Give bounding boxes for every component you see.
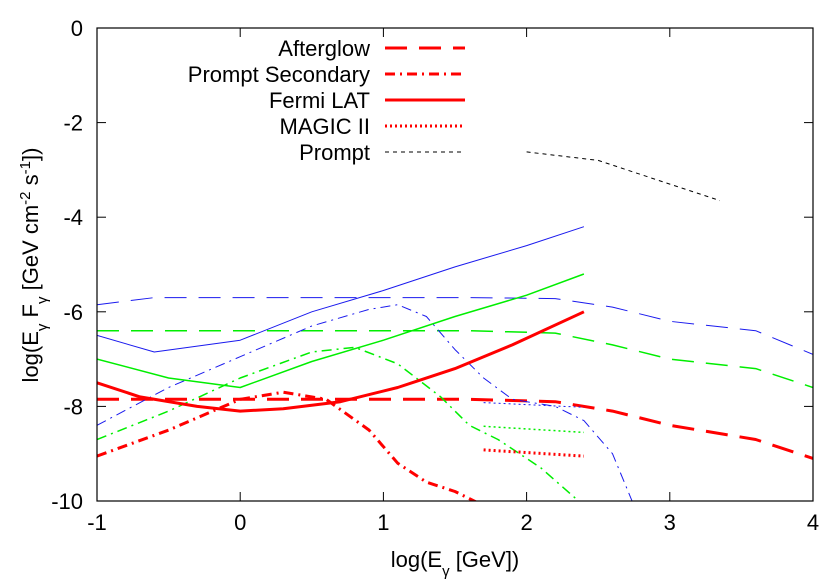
series-afterglow-red <box>97 397 813 460</box>
series-afterglow-green <box>97 329 813 389</box>
x-axis-label: log(Eγ [GeV]) <box>391 547 520 580</box>
x-tick-label: 0 <box>234 510 246 535</box>
series-prompt-black <box>526 151 721 202</box>
legend-label: Prompt <box>299 140 370 165</box>
series-prompt-secondary-green <box>97 346 580 501</box>
y-axis-label: log(Eγ Fγ [GeV cm-2 s-1]) <box>17 148 51 383</box>
plot-frame <box>96 27 814 502</box>
series-fermi-lat-red <box>97 310 585 413</box>
y-tick-label: -8 <box>63 394 83 419</box>
y-tick-label: -10 <box>51 489 83 514</box>
x-tick-label: 3 <box>664 510 676 535</box>
legend-label: Afterglow <box>278 36 370 61</box>
tick-layer: -1 0 1 2 3 40-2-4-6-8-10 <box>51 16 819 535</box>
series-magic-ii-green <box>483 425 584 434</box>
y-tick-label: -4 <box>63 205 83 230</box>
series-magic-ii-blue <box>483 402 584 408</box>
legend-label: MAGIC II <box>280 114 370 139</box>
y-tick-label: -2 <box>63 111 83 136</box>
series-fermi-lat-blue <box>97 226 585 353</box>
x-tick-label: 2 <box>520 510 532 535</box>
series-prompt-secondary-blue <box>97 304 633 501</box>
series-prompt-secondary-red <box>97 390 478 501</box>
y-tick-label: 0 <box>71 16 83 41</box>
x-tick-label: -1 <box>87 510 107 535</box>
legend-label: Prompt Secondary <box>188 62 370 87</box>
series-magic-ii-red <box>483 448 584 458</box>
series-fermi-lat-green <box>97 273 585 389</box>
x-tick-label: 4 <box>807 510 819 535</box>
series-afterglow-blue <box>97 297 813 355</box>
y-tick-label: -6 <box>63 300 83 325</box>
x-tick-label: 1 <box>377 510 389 535</box>
legend-label: Fermi LAT <box>269 88 370 113</box>
series-layer <box>97 151 813 501</box>
